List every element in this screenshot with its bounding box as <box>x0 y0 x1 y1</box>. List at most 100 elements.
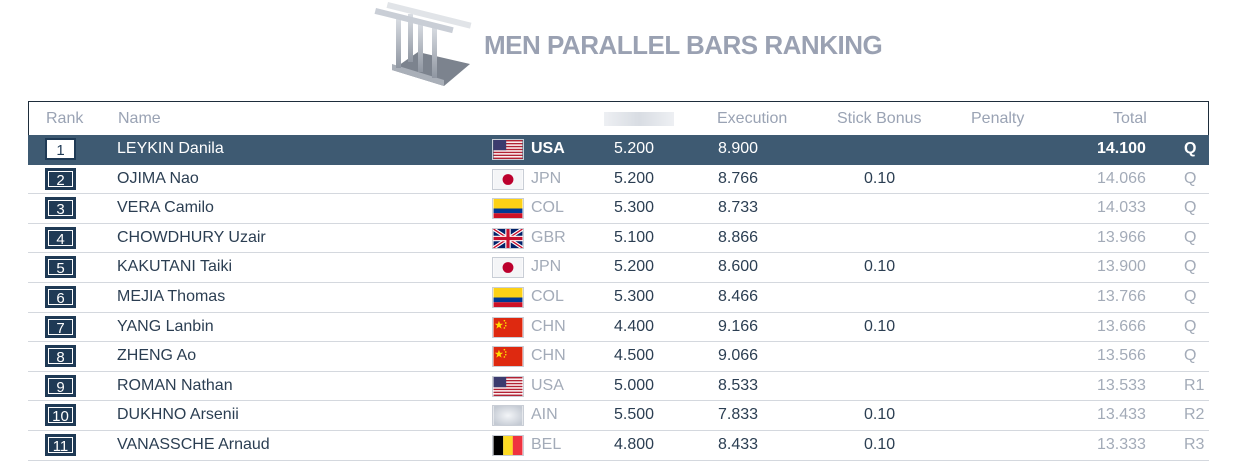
qualification-status: Q <box>1184 258 1197 276</box>
rank-badge: 3 <box>45 197 76 220</box>
difficulty-score: 4.500 <box>614 347 655 365</box>
qualification-status: R1 <box>1184 376 1205 394</box>
total-score: 13.333 <box>1097 435 1146 453</box>
athlete-name[interactable]: ROMAN Nathan <box>117 376 233 394</box>
execution-score: 8.733 <box>718 199 759 217</box>
table-row[interactable]: 11 VANASSCHE Arnaud BEL 4.800 8.433 0.10 13.33… <box>28 431 1209 461</box>
athlete-name[interactable]: MEJIA Thomas <box>117 287 226 305</box>
stick-bonus-score: 0.10 <box>864 435 896 453</box>
total-score: 13.533 <box>1097 376 1146 394</box>
difficulty-score: 5.000 <box>614 376 655 394</box>
qualification-status: Q <box>1184 317 1197 335</box>
athlete-name[interactable]: YANG Lanbin <box>117 317 214 335</box>
country-code: CHN <box>531 347 566 365</box>
qualification-status: Q <box>1184 228 1197 246</box>
rank-badge: 6 <box>45 285 76 308</box>
total-score: 14.100 <box>1097 140 1146 157</box>
parallel-bars-icon <box>374 2 472 86</box>
country-code: COL <box>531 287 564 305</box>
table-row[interactable]: 5 KAKUTANI Taiki JPN 5.200 8.600 0.10 13.900 Q <box>28 253 1209 283</box>
difficulty-score: 5.300 <box>614 199 655 217</box>
difficulty-score: 4.400 <box>614 317 655 335</box>
chn-flag-icon <box>492 346 524 368</box>
country-code: JPN <box>531 169 562 187</box>
rank-badge: 4 <box>45 226 76 249</box>
ain-flag-icon <box>492 405 524 427</box>
usa-flag-icon <box>492 375 524 397</box>
difficulty-score: 5.100 <box>614 228 655 246</box>
country-code: COL <box>531 199 564 217</box>
athlete-name[interactable]: VERA Camilo <box>117 199 214 217</box>
jpn-flag-icon <box>492 168 524 190</box>
total-score: 13.900 <box>1097 258 1146 276</box>
country-code: GBR <box>531 228 566 246</box>
total-score: 13.966 <box>1097 228 1146 246</box>
page-header: MEN PARALLEL BARS RANKING <box>374 0 894 90</box>
total-score: 14.066 <box>1097 169 1146 187</box>
rank-badge: 2 <box>45 167 76 190</box>
rank-badge: 1 <box>45 138 76 160</box>
penalty-header: Penalty <box>971 110 1025 127</box>
execution-score: 8.433 <box>718 435 759 453</box>
athlete-name[interactable]: DUKHNO Arsenii <box>117 406 239 424</box>
name-header: Name <box>118 110 161 127</box>
difficulty-score: 5.200 <box>614 169 655 187</box>
execution-score: 8.533 <box>718 376 759 394</box>
execution-score: 9.166 <box>718 317 759 335</box>
athlete-name[interactable]: CHOWDHURY Uzair <box>117 228 266 246</box>
athlete-name[interactable]: KAKUTANI Taiki <box>117 258 232 276</box>
col-flag-icon <box>492 286 524 308</box>
total-header: Total <box>1113 110 1147 127</box>
usa-flag-icon <box>492 139 524 160</box>
country-code: USA <box>531 140 565 157</box>
athlete-name[interactable]: ZHENG Ao <box>117 347 197 365</box>
total-score: 13.666 <box>1097 317 1146 335</box>
execution-score: 8.766 <box>718 169 759 187</box>
bel-flag-icon <box>492 434 524 456</box>
athlete-name[interactable]: VANASSCHE Arnaud <box>117 435 270 453</box>
country-code: JPN <box>531 258 562 276</box>
page-title: MEN PARALLEL BARS RANKING <box>484 30 883 60</box>
stick-bonus-header: Stick Bonus <box>837 110 922 127</box>
difficulty-score: 5.200 <box>614 140 655 157</box>
total-score: 13.566 <box>1097 347 1146 365</box>
table-row[interactable]: 1 LEYKIN Danila USA 5.200 8.900 14.100 Q <box>28 135 1209 165</box>
table-row[interactable]: 9 ROMAN Nathan USA 5.000 8.533 13.533 R1 <box>28 372 1209 402</box>
qualification-status: Q <box>1184 199 1197 217</box>
rank-badge: 5 <box>45 256 76 279</box>
table-row[interactable]: 7 YANG Lanbin CHN 4.400 9.166 0.10 13.666 Q <box>28 313 1209 343</box>
rank-badge: 9 <box>45 374 76 397</box>
stick-bonus-score: 0.10 <box>864 258 896 276</box>
qualification-status: R3 <box>1184 435 1205 453</box>
total-score: 13.433 <box>1097 406 1146 424</box>
rank-header: Rank <box>46 110 84 127</box>
col-flag-icon <box>492 198 524 220</box>
athlete-name[interactable]: OJIMA Nao <box>117 169 199 187</box>
execution-score: 8.600 <box>718 258 759 276</box>
difficulty-score: 4.800 <box>614 435 655 453</box>
country-code: BEL <box>531 435 562 453</box>
ranking-table: Rank Name Execution Stick Bonus Penalty … <box>28 101 1209 464</box>
difficulty-score: 5.200 <box>614 258 655 276</box>
qualification-status: Q <box>1184 169 1197 187</box>
table-row[interactable]: 3 VERA Camilo COL 5.300 8.733 14.033 Q <box>28 194 1209 224</box>
execution-score: 9.066 <box>718 347 759 365</box>
table-row[interactable]: 4 CHOWDHURY Uzair GBR 5.100 8.866 13.966 Q <box>28 224 1209 254</box>
table-row[interactable]: 2 OJIMA Nao JPN 5.200 8.766 0.10 14.066 Q <box>28 165 1209 195</box>
execution-score: 7.833 <box>718 406 759 424</box>
stick-bonus-score: 0.10 <box>864 317 896 335</box>
gbr-flag-icon <box>492 227 524 249</box>
table-row[interactable]: 8 ZHENG Ao CHN 4.500 9.066 13.566 Q <box>28 342 1209 372</box>
qualification-status: Q <box>1184 287 1197 305</box>
difficulty-header <box>604 112 674 126</box>
stick-bonus-score: 0.10 <box>864 169 896 187</box>
jpn-flag-icon <box>492 257 524 279</box>
rank-badge: 8 <box>45 345 76 368</box>
table-row[interactable]: 6 MEJIA Thomas COL 5.300 8.466 13.766 Q <box>28 283 1209 313</box>
table-header: Rank Name Execution Stick Bonus Penalty … <box>28 101 1209 135</box>
athlete-name[interactable]: LEYKIN Danila <box>117 140 224 157</box>
table-row[interactable]: 10 DUKHNO Arsenii AIN 5.500 7.833 0.10 13.433 R… <box>28 401 1209 431</box>
stick-bonus-score: 0.10 <box>864 406 896 424</box>
execution-score: 8.866 <box>718 228 759 246</box>
rank-badge: 10 <box>45 404 76 427</box>
